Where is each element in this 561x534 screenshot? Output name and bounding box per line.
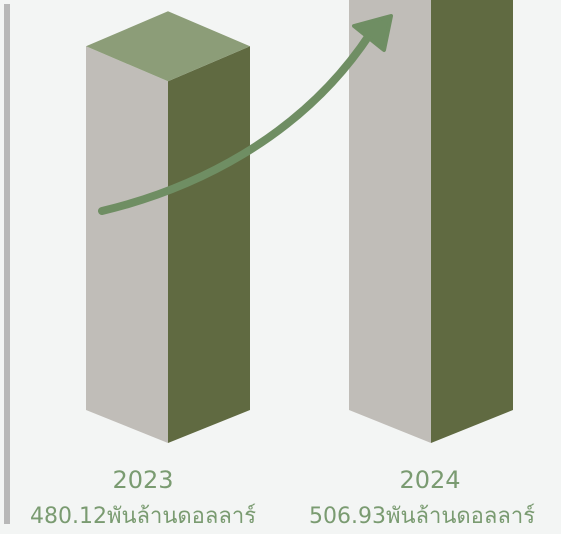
bar-2024-front-face xyxy=(349,0,431,443)
trend-arrow-head xyxy=(352,14,393,52)
bar-2023-side-face xyxy=(168,46,250,444)
category-label-2023: 2023 xyxy=(112,466,174,494)
bar-2023-top-face xyxy=(86,11,250,82)
category-label-2024: 2024 xyxy=(399,466,461,494)
left-axis-line xyxy=(4,4,10,524)
bar-2024-side-face xyxy=(431,0,513,443)
trend-arrow xyxy=(98,14,393,215)
trend-arrow-shaft xyxy=(98,30,374,215)
bars-group xyxy=(86,0,513,444)
value-label-2024: 506.93พันล้านดอลลาร์ xyxy=(308,504,536,529)
bar-2023-front-face xyxy=(86,46,168,444)
value-label-2023: 480.12พันล้านดอลลาร์ xyxy=(29,504,257,529)
